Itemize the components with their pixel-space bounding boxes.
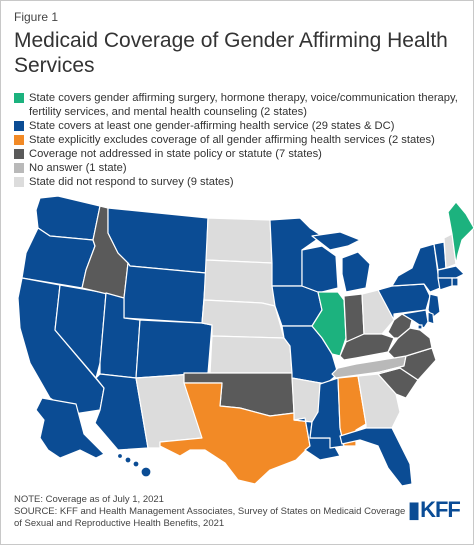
legend-swatch — [14, 135, 24, 145]
state-KS — [209, 335, 293, 374]
state-CO — [135, 319, 213, 379]
state-WY — [123, 262, 207, 324]
legend-swatch — [14, 163, 24, 173]
chart-title: Medicaid Coverage of Gender Affirming He… — [14, 29, 448, 77]
state-MD — [401, 309, 429, 329]
legend-label: Coverage not addressed in state policy o… — [29, 148, 322, 160]
legend-label: State covers gender affirming surgery, h… — [29, 92, 458, 118]
kff-logo-text: KFF — [420, 497, 461, 522]
legend-swatch — [14, 149, 24, 159]
state-AK — [35, 397, 105, 459]
footnote: NOTE: Coverage as of July 1, 2021 SOURCE… — [14, 494, 414, 530]
state-NJ — [427, 293, 441, 319]
note-text: NOTE: Coverage as of July 1, 2021 — [14, 494, 164, 505]
state-HI — [116, 452, 152, 478]
state-DE — [427, 311, 435, 325]
state-ND — [205, 217, 273, 264]
state-SD — [203, 259, 276, 307]
legend-item-all: State covers gender affirming surgery, h… — [14, 91, 470, 119]
legend: State covers gender affirming surgery, h… — [14, 91, 470, 189]
kff-logo: ▮KFF — [408, 497, 461, 523]
legend-item-excludes: State explicitly excludes coverage of al… — [14, 133, 470, 147]
legend-swatch — [14, 177, 24, 187]
state-FL — [339, 427, 413, 487]
source-text: SOURCE: KFF and Health Management Associ… — [14, 506, 406, 529]
legend-item-not-addressed: Coverage not addressed in state policy o… — [14, 147, 470, 161]
state-WI — [301, 245, 339, 293]
state-TX — [159, 382, 311, 485]
state-IL — [311, 291, 347, 357]
legend-item-no-response: State did not respond to survey (9 state… — [14, 175, 470, 189]
state-ME — [447, 201, 474, 265]
legend-label: No answer (1 state) — [29, 162, 127, 174]
state-MI — [311, 231, 371, 293]
figure-label: Figure 1 — [14, 10, 59, 24]
legend-swatch — [14, 93, 24, 103]
legend-item-no-answer: No answer (1 state) — [14, 161, 470, 175]
legend-swatch — [14, 121, 24, 131]
state-NY — [391, 243, 441, 293]
state-MA — [437, 265, 465, 279]
state-DC — [417, 324, 423, 330]
state-RI — [451, 277, 459, 287]
state-NC — [377, 347, 437, 381]
legend-label: State covers at least one gender-affirmi… — [29, 120, 395, 132]
legend-label: State did not respond to survey (9 state… — [29, 176, 234, 188]
us-state-map — [17, 195, 474, 487]
legend-item-at-least-one: State covers at least one gender-affirmi… — [14, 119, 470, 133]
state-IA — [271, 285, 323, 327]
legend-label: State explicitly excludes coverage of al… — [29, 134, 435, 146]
kff-logo-icon: ▮ — [408, 497, 420, 522]
state-CT — [437, 277, 453, 291]
state-NE — [201, 299, 285, 339]
